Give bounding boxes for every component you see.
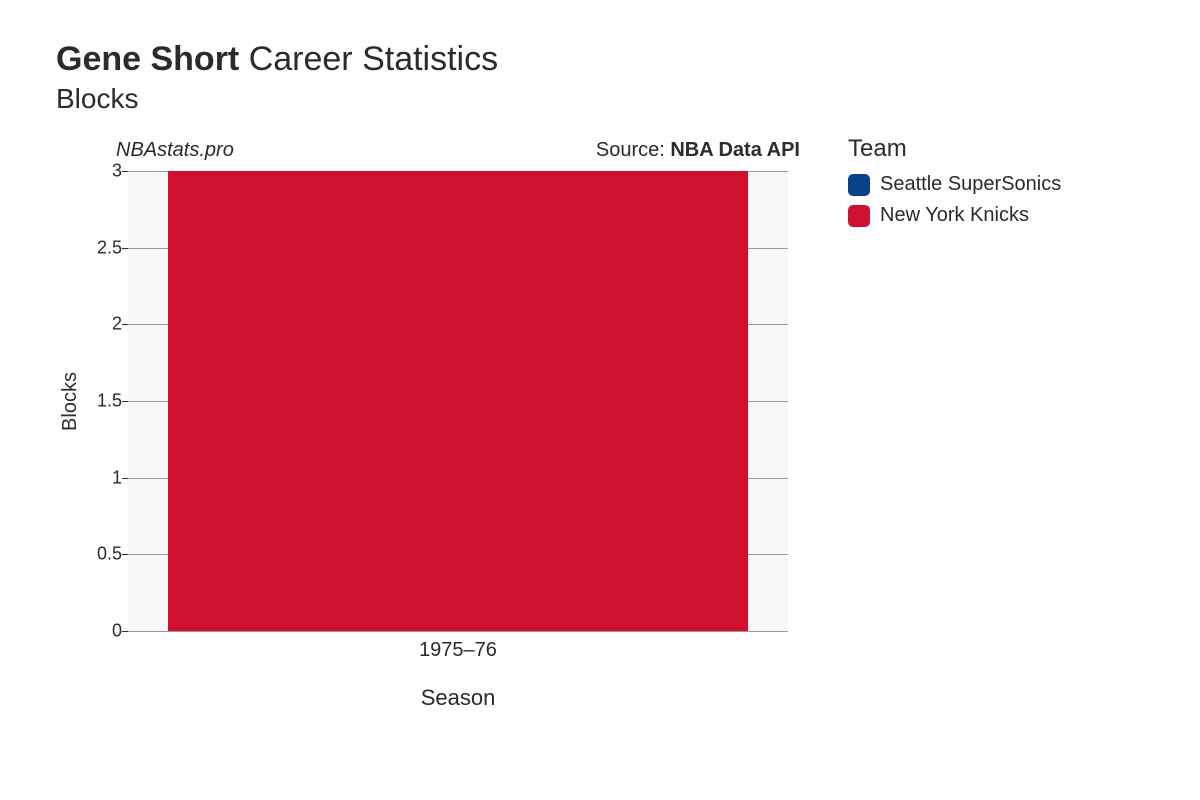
bar xyxy=(168,171,749,631)
plot-area xyxy=(128,171,788,631)
y-tick-label: 3 xyxy=(112,161,122,182)
legend-title: Team xyxy=(848,135,1061,163)
x-tick-label: 1975–76 xyxy=(419,639,497,662)
page-subtitle: Blocks xyxy=(56,83,1160,115)
y-tick-label: 0.5 xyxy=(97,544,122,565)
source-label: Source: xyxy=(596,139,670,161)
y-tick-label: 1.5 xyxy=(97,391,122,412)
watermark-text: NBAstats.pro xyxy=(116,139,234,162)
legend: Team Seattle SuperSonics New York Knicks xyxy=(848,135,1061,235)
plot-row: Blocks 00.511.522.53 1975–76 Season Team… xyxy=(56,171,1160,711)
legend-label: Seattle SuperSonics xyxy=(880,173,1061,196)
x-axis-ticks: 1975–76 xyxy=(84,631,816,667)
plot-outer: 00.511.522.53 xyxy=(84,171,816,631)
legend-swatch xyxy=(848,205,870,227)
y-axis-title-wrap: Blocks xyxy=(56,171,84,631)
y-axis-ticks: 00.511.522.53 xyxy=(84,171,128,631)
source-attribution: Source: NBA Data API xyxy=(596,139,800,162)
plot-and-x: 00.511.522.53 1975–76 Season xyxy=(84,171,816,711)
title-suffix: Career Statistics xyxy=(239,40,498,78)
chart-container: Gene Short Career Statistics Blocks NBAs… xyxy=(0,0,1200,800)
y-tick-label: 2.5 xyxy=(97,237,122,258)
legend-items: Seattle SuperSonics New York Knicks xyxy=(848,173,1061,227)
y-tick-label: 2 xyxy=(112,314,122,335)
legend-label: New York Knicks xyxy=(880,204,1029,227)
x-axis-title: Season xyxy=(128,685,788,711)
y-tick-label: 1 xyxy=(112,467,122,488)
source-value: NBA Data API xyxy=(670,139,800,161)
y-axis-title: Blocks xyxy=(59,372,82,431)
page-title: Gene Short Career Statistics xyxy=(56,40,1160,79)
legend-item: New York Knicks xyxy=(848,204,1061,227)
legend-item: Seattle SuperSonics xyxy=(848,173,1061,196)
title-player-name: Gene Short xyxy=(56,40,239,78)
legend-swatch xyxy=(848,174,870,196)
